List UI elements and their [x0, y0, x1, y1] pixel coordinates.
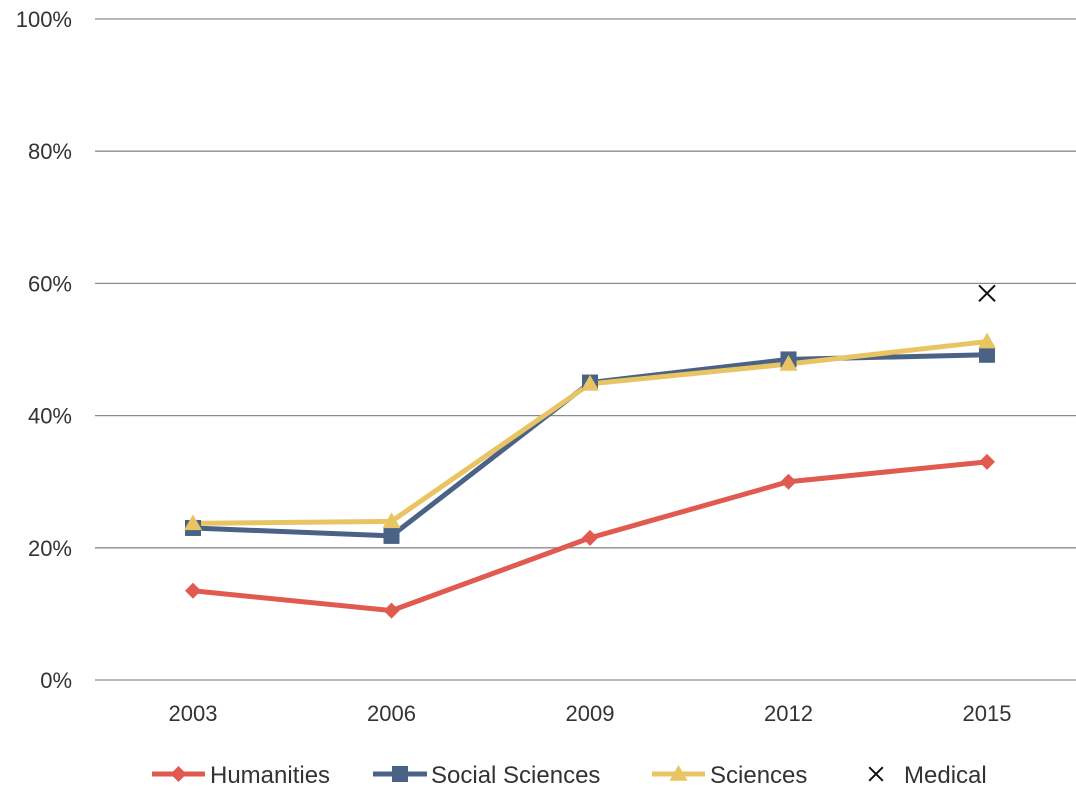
- legend-item: Sciences: [652, 762, 807, 789]
- legend: Humanities Social Sciences Sciences Medical: [152, 762, 987, 789]
- social-sciences-data-point: [979, 346, 995, 363]
- humanities-data-point: [582, 529, 598, 546]
- y-axis-tick-labels: 0% 20% 40% 60% 80% 100%: [16, 7, 72, 693]
- legend-label: Medical: [904, 762, 987, 788]
- humanities-data-point: [383, 602, 400, 619]
- y-tick-label: 20%: [28, 536, 72, 561]
- y-tick-label: 40%: [28, 404, 72, 429]
- sciences-data-point: [978, 332, 996, 349]
- humanities-data-point: [185, 582, 201, 599]
- legend-item: Social Sciences: [373, 762, 600, 789]
- humanities-data-point: [979, 453, 995, 470]
- legend-label: Social Sciences: [431, 762, 600, 788]
- legend-label: Humanities: [210, 762, 330, 788]
- y-tick-label: 100%: [16, 7, 72, 32]
- legend-marker: [669, 765, 688, 781]
- y-tick-label: 60%: [28, 271, 72, 296]
- gridlines: [95, 18, 1076, 681]
- sciences-data-point: [581, 374, 599, 391]
- x-tick-label: 2015: [963, 701, 1012, 726]
- legend-marker: [392, 766, 408, 782]
- sciences-data-point: [382, 512, 401, 529]
- legend-item: Medical: [868, 762, 987, 789]
- y-tick-label: 0%: [40, 668, 72, 693]
- sciences-data-point: [779, 355, 798, 371]
- humanities-data-point: [780, 473, 797, 490]
- legend-label: Sciences: [710, 762, 807, 788]
- sciences-data-point: [184, 514, 202, 531]
- series-markers: [184, 284, 996, 619]
- social-sciences-data-point: [383, 527, 400, 544]
- x-axis-tick-labels: 2003 2006 2009 2012 2015: [169, 701, 1012, 726]
- sciences-series-line: [190, 339, 990, 526]
- y-tick-label: 80%: [28, 139, 72, 164]
- legend-item: Humanities: [152, 762, 330, 789]
- x-tick-label: 2012: [764, 701, 813, 726]
- x-tick-label: 2003: [169, 701, 218, 726]
- medical-data-point: [978, 284, 996, 303]
- x-tick-label: 2009: [566, 701, 615, 726]
- x-tick-label: 2006: [367, 701, 416, 726]
- legend-marker: [170, 766, 187, 782]
- legend-marker: [868, 766, 884, 782]
